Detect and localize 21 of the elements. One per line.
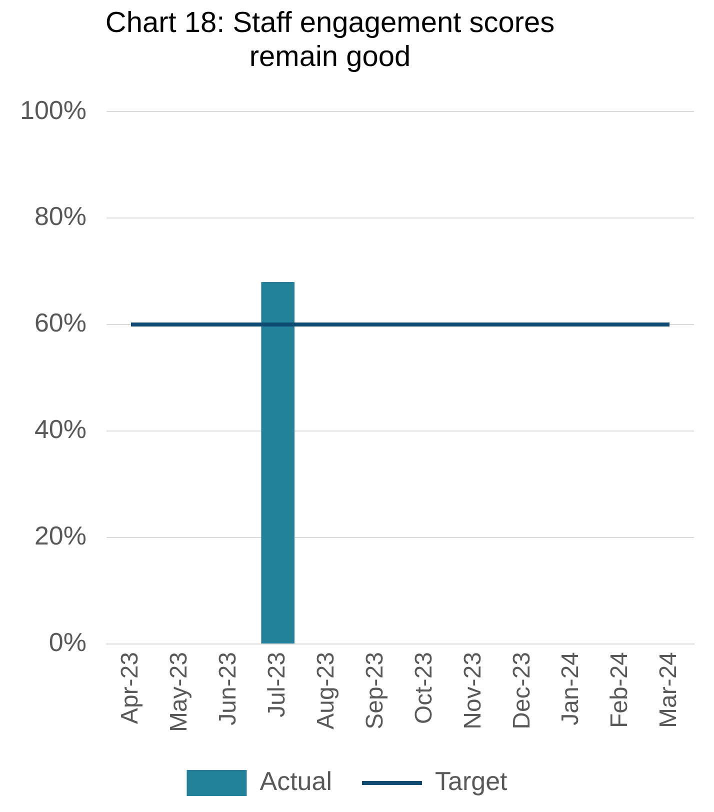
chart-title: Chart 18: Staff engagement scores remain good xyxy=(104,6,556,74)
x-tick-label: May-23 xyxy=(166,652,193,732)
x-tick-label: Jun-23 xyxy=(214,652,242,726)
legend-label: Actual xyxy=(260,766,332,796)
x-tick-label: Mar-24 xyxy=(655,652,682,728)
x-tick-label: Jan-24 xyxy=(557,652,584,726)
y-tick-label: 0% xyxy=(48,627,86,658)
legend-label: Target xyxy=(435,766,508,796)
x-tick-label: Nov-23 xyxy=(459,652,486,730)
x-tick-label: Dec-23 xyxy=(508,652,536,730)
x-tick-label: Feb-24 xyxy=(606,652,634,728)
x-tick-label: Sep-23 xyxy=(361,652,388,730)
y-tick-label: 100% xyxy=(20,94,86,125)
x-tick-label: Jul-23 xyxy=(263,652,290,718)
x-tick-label: Apr-23 xyxy=(116,652,144,724)
x-tick-label: Aug-23 xyxy=(312,652,340,730)
y-tick-label: 40% xyxy=(34,414,86,444)
x-tick-label: Oct-23 xyxy=(410,652,438,724)
y-tick-label: 20% xyxy=(34,520,86,551)
y-tick-label: 80% xyxy=(34,201,86,232)
y-tick-label: 60% xyxy=(34,308,86,338)
